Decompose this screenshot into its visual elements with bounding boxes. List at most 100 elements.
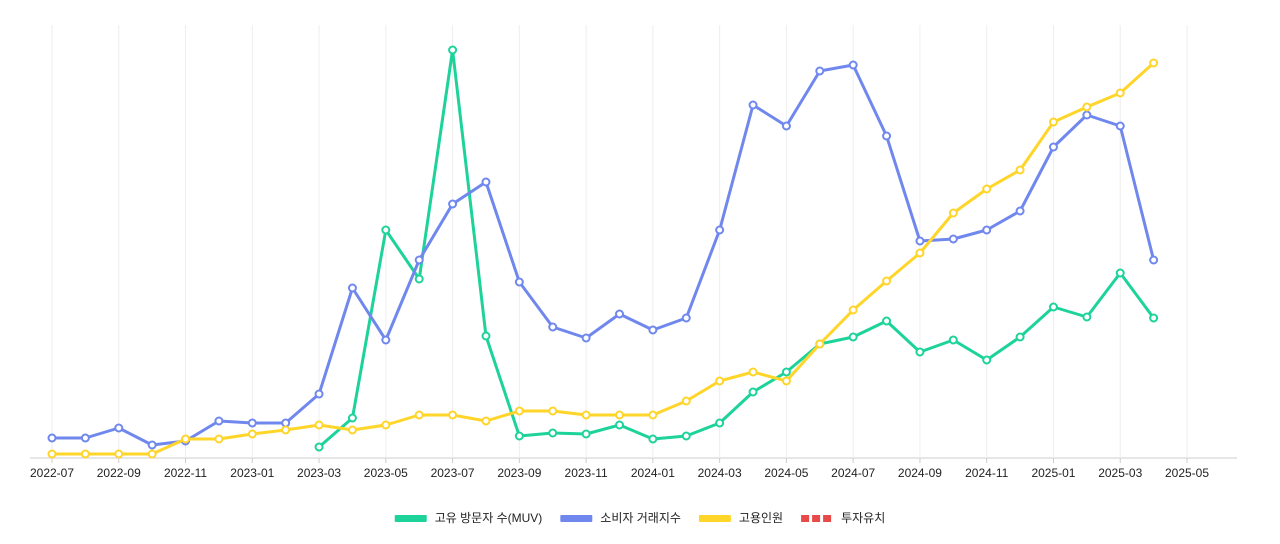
point [381, 335, 391, 345]
point [514, 431, 524, 441]
point [982, 355, 992, 365]
x-tick-label: 2024-05 [764, 466, 808, 480]
x-tick-label: 2024-09 [898, 466, 942, 480]
point [514, 406, 524, 416]
point [882, 131, 892, 141]
point [347, 425, 357, 435]
point [281, 425, 291, 435]
x-tick-label: 2023-11 [565, 466, 608, 480]
point [347, 413, 357, 423]
point [1015, 206, 1025, 216]
legend-item: 고유 방문자 수(MUV) [394, 511, 543, 525]
point [214, 434, 224, 444]
point [548, 428, 558, 438]
point [481, 177, 491, 187]
point [815, 339, 825, 349]
point [47, 433, 57, 443]
x-tick-label: 2022-09 [97, 466, 141, 480]
point [281, 418, 291, 428]
point [514, 277, 524, 287]
legend-swatch [560, 515, 593, 522]
legend-swatch [823, 515, 832, 522]
point [615, 309, 624, 319]
x-tick-label: 2025-01 [1031, 466, 1075, 480]
point [347, 283, 357, 293]
point [681, 313, 691, 323]
point [1115, 121, 1125, 131]
legend-swatch [698, 515, 731, 522]
point [681, 431, 691, 441]
point [381, 420, 391, 430]
legend-label: 고용인원 [739, 511, 783, 525]
point [715, 376, 725, 386]
point [414, 274, 424, 284]
point [948, 335, 958, 345]
series-line [52, 61, 1155, 456]
point [781, 376, 791, 386]
point [1082, 312, 1092, 322]
point [1082, 102, 1092, 112]
x-tick-label: 2025-03 [1098, 466, 1142, 480]
point [648, 325, 658, 335]
legend-swatch [812, 515, 821, 522]
point [1048, 302, 1058, 312]
x-tick-label: 2025-05 [1165, 466, 1209, 480]
x-tick-label: 2023-09 [497, 466, 541, 480]
point [481, 331, 491, 341]
point [848, 332, 858, 342]
point [47, 449, 57, 459]
point [448, 410, 458, 420]
point [748, 367, 758, 377]
point [80, 449, 90, 459]
point [848, 305, 858, 315]
point [1149, 255, 1159, 265]
point [915, 236, 925, 246]
point [882, 276, 892, 286]
point [1048, 117, 1058, 127]
legend-label: 고유 방문자 수(MUV) [435, 511, 543, 525]
point [314, 420, 324, 430]
x-tick-label: 2023-05 [364, 466, 408, 480]
legend-swatch [394, 515, 427, 522]
point [915, 248, 925, 258]
x-tick-label: 2022-07 [30, 466, 74, 480]
point [1149, 58, 1159, 68]
point [114, 423, 124, 433]
x-tick-label: 2022-11 [164, 466, 207, 480]
point [147, 449, 157, 459]
legend: 고유 방문자 수(MUV) 소비자 거래지수 고용인원 투자유치 [394, 511, 885, 525]
legend-item: 고용인원 [698, 511, 783, 525]
point [314, 389, 324, 399]
point [1082, 110, 1092, 120]
x-tick-label: 2023-07 [431, 466, 475, 480]
point [548, 406, 558, 416]
point [481, 416, 491, 426]
point [581, 410, 591, 420]
x-tick-label: 2023-01 [230, 466, 274, 480]
point [948, 208, 958, 218]
point [448, 199, 458, 209]
point [1115, 268, 1125, 278]
point [1149, 313, 1159, 323]
point [615, 420, 624, 430]
point [1015, 165, 1025, 175]
point [548, 322, 558, 332]
point [247, 429, 257, 439]
point [648, 410, 658, 420]
series-line [318, 48, 1155, 449]
point [247, 418, 257, 428]
x-tick-label: 2024-11 [965, 466, 1008, 480]
point [982, 225, 992, 235]
point [147, 440, 157, 450]
series-line [52, 63, 1156, 447]
legend-swatch [801, 515, 810, 522]
point [748, 100, 758, 110]
point [448, 45, 458, 55]
point [781, 367, 791, 377]
point [1115, 88, 1125, 98]
point [848, 60, 858, 70]
point [214, 416, 224, 426]
point [314, 442, 324, 452]
point [615, 410, 624, 420]
